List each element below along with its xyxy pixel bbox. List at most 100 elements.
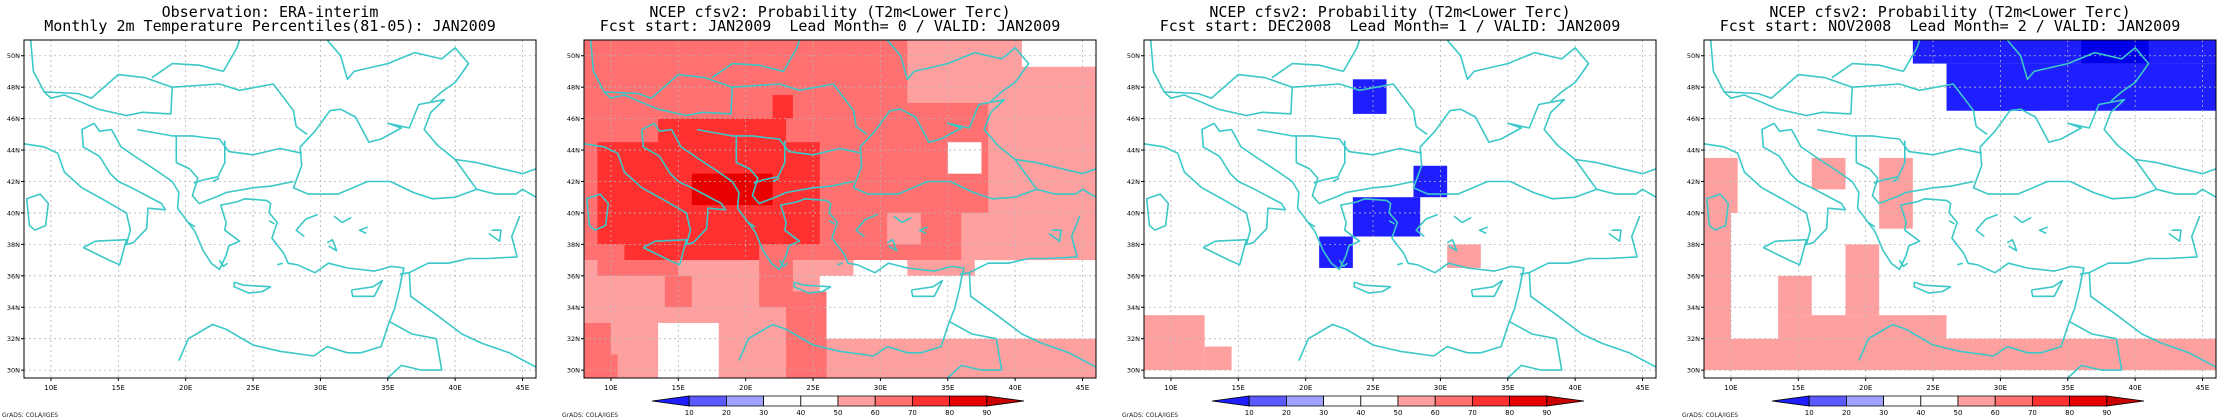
coastline (1295, 135, 1414, 205)
panel-title-line1: NCEP cfsv2: Probability (T2m<Lower Terc) (649, 3, 1011, 21)
coastline (408, 215, 521, 274)
colorbar-segment (1771, 395, 1810, 407)
coastline (1271, 40, 1361, 79)
panel-title-line2: Fcst start: NOV2008 Lead Month= 2 / VALI… (1719, 17, 2181, 35)
coastline (910, 279, 944, 298)
coastline (968, 272, 1096, 368)
lat-tick-label: 50N (1127, 52, 1140, 60)
coastline (1873, 140, 1906, 184)
probability-cell (819, 275, 827, 292)
lat-tick-label: 46N (7, 115, 20, 123)
lat-tick-label: 30N (567, 367, 580, 375)
coastline (642, 238, 688, 266)
coastline (2013, 215, 2032, 224)
colorbar-label: 40 (1916, 409, 1925, 417)
coastline (93, 122, 405, 362)
lon-tick-label: 20E (179, 384, 192, 392)
coastline (828, 220, 835, 225)
coastline (1036, 188, 1096, 198)
probability-cell (1144, 315, 1205, 371)
coastline (1412, 98, 1598, 200)
coastline (1048, 229, 1062, 242)
coastline (1957, 262, 1963, 266)
coastline (852, 98, 1038, 200)
coastline (1478, 226, 1488, 235)
coastline (747, 221, 756, 228)
lon-tick-label: 40E (1568, 384, 1581, 392)
lat-tick-label: 50N (7, 52, 20, 60)
coastline (1388, 220, 1395, 225)
coastline (1575, 158, 1656, 175)
coastline (735, 135, 854, 205)
coastline (918, 226, 928, 235)
colorbar-segment (1211, 395, 1250, 407)
coastline (1817, 128, 1982, 156)
coastline (1948, 220, 1955, 225)
lat-tick-label: 38N (7, 241, 20, 249)
coastline (277, 262, 283, 266)
coastline (2088, 272, 2216, 368)
coastline (893, 215, 912, 224)
lat-tick-label: 38N (567, 241, 580, 249)
probability-cell (658, 322, 719, 378)
coastline (1892, 177, 1900, 183)
lon-tick-label: 20E (1859, 384, 1872, 392)
probability-cell (1021, 40, 1096, 67)
coastline (193, 140, 226, 184)
colorbar-segment (1546, 395, 1585, 407)
lon-tick-label: 20E (739, 384, 752, 392)
lon-tick-label: 25E (806, 384, 819, 392)
coastline (212, 177, 220, 183)
colorbar-segment (725, 395, 765, 407)
colorbar-label: 70 (908, 409, 917, 417)
coastline (793, 281, 832, 294)
lat-tick-label: 42N (7, 178, 20, 186)
lon-tick-label: 10E (604, 384, 617, 392)
coastline (1762, 238, 1808, 266)
coastline (947, 320, 1003, 378)
coastline (333, 215, 352, 224)
lat-tick-label: 34N (7, 304, 20, 312)
lon-tick-label: 40E (2128, 384, 2141, 392)
coastline (1453, 215, 1472, 224)
map-area (24, 40, 536, 378)
colorbar-segment (688, 395, 727, 407)
lat-tick-label: 48N (1127, 84, 1140, 92)
lon-tick-label: 40E (448, 384, 461, 392)
colorbar-label: 30 (1879, 409, 1888, 417)
coastline (1519, 271, 1530, 275)
coastline (218, 259, 228, 268)
coastline (585, 193, 610, 231)
lat-tick-label: 46N (1127, 115, 1140, 123)
coastline (137, 128, 302, 156)
lat-tick-label: 44N (567, 147, 580, 155)
probability-cell (961, 212, 1002, 245)
colorbar-segment (986, 395, 1025, 407)
lat-tick-label: 30N (1687, 367, 1700, 375)
colorbar-segment (1957, 395, 1996, 407)
coastline (1202, 238, 1248, 266)
coastline (778, 259, 788, 268)
lon-tick-label: 30E (874, 384, 887, 392)
coastline (837, 262, 843, 266)
lat-tick-label: 38N (1127, 241, 1140, 249)
colorbar-segment (1285, 395, 1325, 407)
panel-title-line1: Observation: ERA-interim (161, 3, 379, 21)
coastline (1831, 40, 1921, 79)
probability-cell (1778, 275, 1812, 316)
probability-cell (1704, 212, 1731, 339)
lon-tick-label: 25E (1926, 384, 1939, 392)
colorbar-segment (2031, 395, 2071, 407)
coastline (408, 272, 536, 368)
coastline (1015, 158, 1096, 175)
lat-tick-label: 42N (1127, 178, 1140, 186)
panel-title-line1: NCEP cfsv2: Probability (T2m<Lower Terc) (1209, 3, 1571, 21)
panel-title-line2: Fcst start: JAN2009 Lead Month= 0 / VALI… (599, 17, 1061, 35)
coastline (2168, 229, 2182, 242)
colorbar-segment (911, 395, 951, 407)
coastline (387, 320, 443, 378)
colorbar-segment (763, 395, 802, 407)
lon-tick-label: 45E (2196, 384, 2209, 392)
probability-cell (1973, 95, 2041, 111)
map-plot: 10E 15E 20E 25E 30E 35E 40E 45E 30N 32N 34N 36N 38N 4… (1687, 39, 2217, 417)
